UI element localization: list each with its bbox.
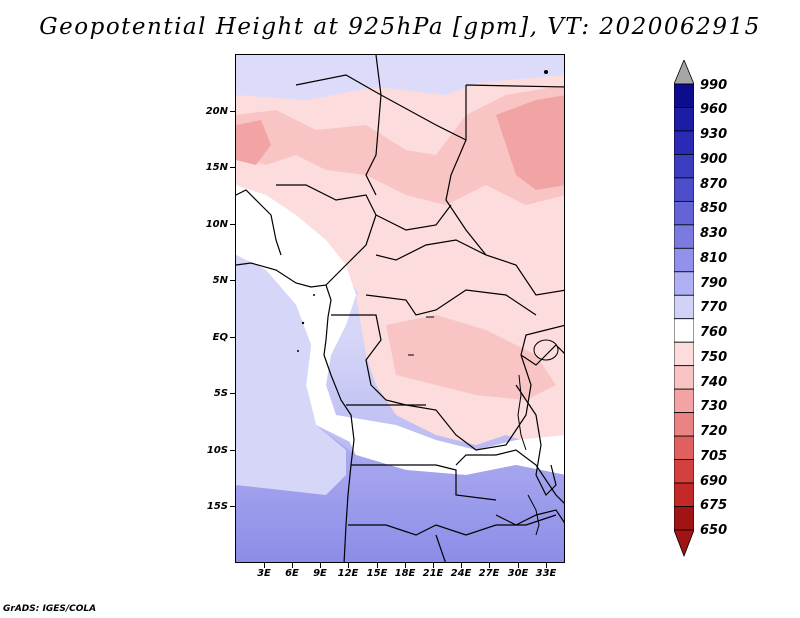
lat-tick [230,224,235,225]
colorbar-cell [674,107,694,132]
colorbar-cell [674,412,694,437]
footer-credit: GrADS: IGES/COLA [3,604,97,614]
lon-tick [377,563,378,568]
lon-label-3e: 3E [257,568,271,579]
colorbar-label: 900 [700,152,728,167]
lon-label-30e: 30E [507,568,529,579]
colorbar-label: 720 [700,424,728,439]
colorbar-label: 830 [700,226,728,241]
lat-tick [230,393,235,394]
field-730-region-nw [236,120,271,165]
colorbar-cell [674,294,694,320]
colorbar-cell [674,318,694,343]
colorbar-cell [674,130,694,155]
lon-label-6e: 6E [285,568,299,579]
field-760-region [236,185,356,445]
lon-tick [405,563,406,568]
lat-tick [230,450,235,451]
lat-label-20n: 20N [205,106,228,117]
colorbar-cells [674,83,694,531]
lon-label-12e: 12E [337,568,359,579]
lat-tick [230,280,235,281]
lon-tick [292,563,293,568]
colorbar-label: 850 [700,201,728,216]
colorbar-cell [674,459,694,484]
colorbar-label: 870 [700,177,728,192]
lakes [408,316,559,536]
colorbar-label: 770 [700,300,728,315]
lat-label-10s: 10S [206,445,228,456]
colorbar-label: 705 [700,449,728,464]
lon-tick [518,563,519,568]
lon-label-18e: 18E [394,568,416,579]
lon-tick [320,563,321,568]
colorbar-bottom-arrow [674,529,694,558]
colorbar-label: 750 [700,350,728,365]
colorbar-label: 730 [700,399,728,414]
coastlines-and-borders [236,55,564,562]
colorbar-cell [674,388,694,414]
colorbar-label: 990 [700,78,728,93]
lat-label-eq: EQ [212,332,228,343]
lat-tick [230,167,235,168]
colorbar-label: 675 [700,498,728,513]
lat-label-5s: 5S [213,388,228,399]
islands [297,70,548,352]
colorbar-cell [674,435,694,460]
colorbar-cell [674,200,694,226]
colorbar-cell [674,247,694,273]
plot-title: Geopotential Height at 925hPa [gpm], VT:… [39,14,761,40]
colorbar-label: 930 [700,127,728,142]
lon-label-33e: 33E [535,568,557,579]
lon-tick [546,563,547,568]
lon-tick [348,563,349,568]
lon-label-24e: 24E [450,568,472,579]
lat-tick [230,506,235,507]
colorbar [674,60,694,558]
lon-label-15e: 15E [366,568,388,579]
lat-tick [230,111,235,112]
colorbar-cell [674,341,694,367]
colorbar-cell [674,154,694,179]
colorbar-label: 790 [700,276,728,291]
colorbar-cell [674,271,694,296]
map-panel [235,54,565,563]
colorbar-cell [674,506,694,531]
colorbar-label: 760 [700,325,728,340]
colorbar-label: 960 [700,102,728,117]
field-730-region-ne [496,95,564,190]
lon-tick [433,563,434,568]
lat-label-15n: 15N [205,162,228,173]
field-740-region [236,85,564,205]
colorbar-cell [674,224,694,249]
lat-label-10n: 10N [205,219,228,230]
lon-label-27e: 27E [478,568,500,579]
colorbar-top-arrow [674,60,694,85]
lon-label-9e: 9E [313,568,327,579]
colorbar-label: 690 [700,474,728,489]
lon-tick [264,563,265,568]
lat-tick [230,337,235,338]
lat-label-5n: 5N [212,275,228,286]
lon-tick [489,563,490,568]
colorbar-label: 650 [700,523,728,538]
colorbar-cell [674,177,694,202]
colorbar-cell [674,83,694,108]
lon-tick [461,563,462,568]
colorbar-cell [674,365,694,390]
lon-label-21e: 21E [422,568,444,579]
lat-label-15s: 15S [206,501,228,512]
geopotential-height-field [236,55,564,562]
colorbar-label: 810 [700,251,728,266]
colorbar-label: 740 [700,375,728,390]
colorbar-cell [674,482,694,507]
